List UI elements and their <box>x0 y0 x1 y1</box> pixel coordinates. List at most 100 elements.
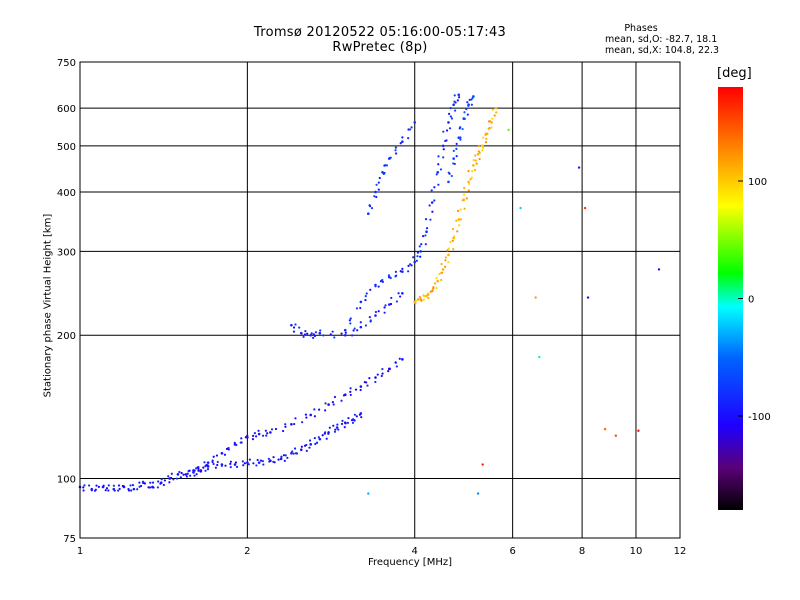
data-point <box>246 436 249 439</box>
data-point <box>452 235 456 238</box>
data-point <box>333 430 337 433</box>
data-point <box>453 94 456 97</box>
data-point <box>216 463 219 467</box>
data-point <box>282 454 286 457</box>
data-point <box>388 367 391 370</box>
data-point <box>318 437 322 441</box>
data-point <box>437 183 440 186</box>
data-point <box>538 355 541 359</box>
data-point <box>212 462 215 466</box>
data-point <box>220 451 224 455</box>
data-point <box>315 441 319 444</box>
data-point <box>414 301 417 305</box>
data-point <box>309 413 313 417</box>
data-point <box>83 484 86 487</box>
data-point <box>431 210 434 213</box>
data-point <box>292 452 295 455</box>
data-point <box>349 393 352 397</box>
data-point <box>452 103 455 107</box>
data-point <box>359 412 363 415</box>
data-point <box>390 296 393 300</box>
data-point <box>359 388 362 392</box>
data-point <box>466 113 469 116</box>
data-point <box>401 267 404 271</box>
data-point <box>462 198 466 202</box>
data-point <box>175 477 179 480</box>
data-point <box>254 435 258 438</box>
x-axis-label: Frequency [MHz] <box>367 557 453 568</box>
data-point <box>394 149 397 152</box>
data-point <box>290 323 293 327</box>
data-point <box>369 288 372 291</box>
data-point <box>216 460 219 464</box>
data-point <box>353 419 356 422</box>
data-point <box>253 432 256 435</box>
data-point <box>449 115 452 118</box>
data-point <box>466 101 469 104</box>
data-point <box>284 454 287 457</box>
data-point <box>454 101 457 104</box>
data-point <box>375 195 378 199</box>
data-point <box>413 260 417 264</box>
data-point <box>377 285 380 288</box>
data-point <box>432 286 435 289</box>
data-point <box>303 444 307 447</box>
data-point <box>419 255 422 258</box>
series-group <box>367 128 661 495</box>
phases-heading: Phases <box>624 23 658 34</box>
data-point <box>179 476 182 479</box>
data-point <box>234 461 238 464</box>
data-point <box>188 469 191 472</box>
data-point <box>374 314 377 317</box>
data-point <box>138 481 141 484</box>
data-point <box>331 330 334 333</box>
data-point <box>319 329 322 332</box>
data-point <box>141 480 145 483</box>
data-point <box>419 250 422 253</box>
data-point <box>290 422 293 426</box>
data-point <box>374 190 377 194</box>
data-point <box>463 187 466 190</box>
data-point <box>485 137 488 140</box>
data-point <box>457 93 461 97</box>
data-point <box>206 468 210 471</box>
colorbar-unit: [deg] <box>717 66 752 81</box>
data-point <box>178 470 181 474</box>
data-point <box>312 336 315 339</box>
data-point <box>373 195 376 198</box>
data-point <box>583 206 587 210</box>
data-point <box>184 473 188 476</box>
data-point <box>448 127 452 130</box>
data-point <box>467 103 470 107</box>
data-point <box>292 326 296 329</box>
data-point <box>349 317 352 320</box>
data-point <box>482 136 485 139</box>
data-point <box>407 270 410 273</box>
data-point <box>229 462 232 465</box>
data-point <box>248 458 251 461</box>
data-point <box>472 164 475 167</box>
data-point <box>308 446 311 449</box>
data-point <box>313 408 316 411</box>
data-point <box>383 171 386 175</box>
data-point <box>401 358 404 361</box>
data-point <box>603 427 607 431</box>
series-group <box>192 357 404 472</box>
data-point <box>475 162 478 165</box>
data-point <box>182 473 185 476</box>
data-point <box>394 275 397 278</box>
data-point <box>467 170 470 173</box>
data-point <box>354 388 358 391</box>
data-point <box>383 306 386 309</box>
data-point <box>185 475 189 478</box>
data-point <box>269 459 272 463</box>
data-point <box>302 335 305 339</box>
data-point <box>327 432 330 435</box>
data-point <box>399 295 402 298</box>
data-point <box>284 425 287 428</box>
data-point <box>458 96 461 99</box>
data-point <box>343 393 347 397</box>
data-point <box>324 409 327 412</box>
data-point <box>343 333 347 337</box>
data-point <box>314 331 318 334</box>
